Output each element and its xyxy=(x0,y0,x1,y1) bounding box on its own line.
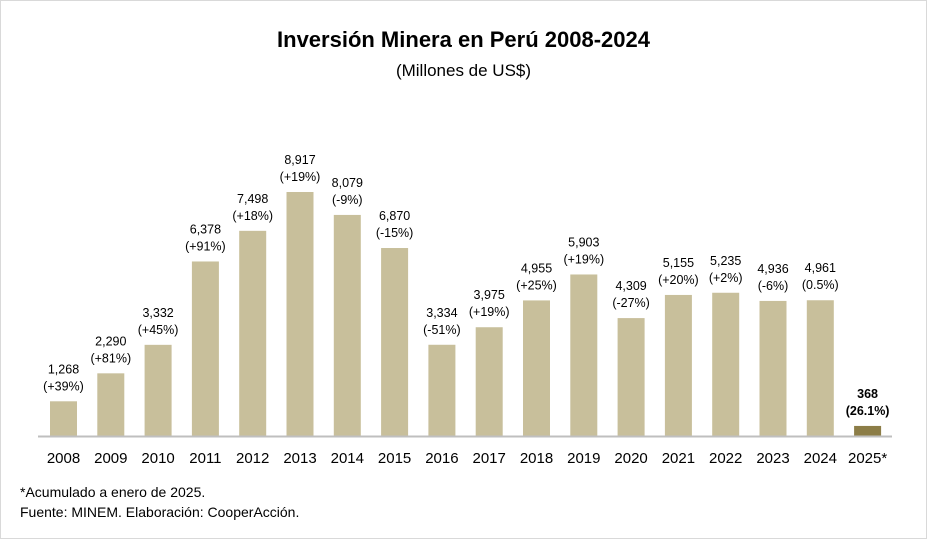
change-label-2020: (-27%) xyxy=(612,296,650,310)
change-label-2022: (+2%) xyxy=(709,271,743,285)
bar-2015 xyxy=(381,248,409,436)
value-label-2008: 1,268 xyxy=(48,362,79,376)
footnote-source: Fuente: MINEM. Elaboración: CooperAcción… xyxy=(20,504,300,520)
value-label-2024: 4,961 xyxy=(805,261,836,275)
change-label-2012: (+18%) xyxy=(232,209,273,223)
value-label-2018: 4,955 xyxy=(521,261,552,275)
x-tick-2011: 2011 xyxy=(189,450,221,467)
value-label-2010: 3,332 xyxy=(142,306,173,320)
value-label-2014: 8,079 xyxy=(332,176,363,190)
value-label-2023: 4,936 xyxy=(757,262,788,276)
x-tick-2014: 2014 xyxy=(331,450,364,467)
change-label-2018: (+25%) xyxy=(516,278,557,292)
value-label-2011: 6,378 xyxy=(190,222,221,236)
value-label-2022: 5,235 xyxy=(710,254,741,268)
change-label-2023: (-6%) xyxy=(758,279,789,293)
bar-2014 xyxy=(333,214,361,436)
change-label-2024: (0.5%) xyxy=(802,278,839,292)
change-label-2014: (-9%) xyxy=(332,193,363,207)
value-label-2025*: 368 xyxy=(857,387,878,401)
x-tick-2010: 2010 xyxy=(141,450,174,467)
x-tick-2024: 2024 xyxy=(804,450,837,467)
change-label-2019: (+19%) xyxy=(563,252,604,266)
bar-2023 xyxy=(759,300,787,436)
change-label-2016: (-51%) xyxy=(423,323,461,337)
value-label-2012: 7,498 xyxy=(237,192,268,206)
bar-2010 xyxy=(144,344,172,436)
bar-2018 xyxy=(523,300,550,436)
x-tick-2015: 2015 xyxy=(378,450,411,467)
bar-2024 xyxy=(806,300,834,436)
value-label-2009: 2,290 xyxy=(95,334,126,348)
value-label-2020: 4,309 xyxy=(615,279,646,293)
change-label-2025*: (26.1%) xyxy=(846,404,890,418)
bar-2009 xyxy=(97,373,125,436)
x-tick-2017: 2017 xyxy=(473,450,506,467)
chart-subtitle: (Millones de US$) xyxy=(395,61,532,80)
value-label-2015: 6,870 xyxy=(379,209,410,223)
bar-2021 xyxy=(664,294,692,436)
chart-title: Inversión Minera en Perú 2008-2024 xyxy=(277,27,650,52)
bar-2011 xyxy=(191,261,219,436)
change-label-2009: (+81%) xyxy=(90,351,131,365)
x-tick-2020: 2020 xyxy=(614,450,647,467)
x-tick-2013: 2013 xyxy=(283,450,316,467)
bar-2017 xyxy=(475,327,503,436)
value-label-2016: 3,334 xyxy=(426,306,457,320)
bar-2013 xyxy=(286,192,314,436)
value-label-2013: 8,917 xyxy=(284,153,315,167)
change-label-2017: (+19%) xyxy=(469,305,510,319)
x-tick-2021: 2021 xyxy=(662,450,695,467)
bar-2025* xyxy=(854,425,882,436)
x-tick-2012: 2012 xyxy=(236,450,269,467)
x-tick-2009: 2009 xyxy=(94,450,127,467)
x-tick-2018: 2018 xyxy=(520,450,553,467)
value-label-2021: 5,155 xyxy=(663,256,694,270)
x-tick-2008: 2008 xyxy=(47,450,80,467)
x-tick-2019: 2019 xyxy=(567,450,600,467)
bar-2008 xyxy=(50,401,77,436)
change-label-2008: (+39%) xyxy=(43,379,84,393)
bar-2016 xyxy=(428,344,456,436)
x-tick-2023: 2023 xyxy=(756,450,789,467)
value-label-2019: 5,903 xyxy=(568,235,599,249)
change-label-2013: (+19%) xyxy=(280,170,321,184)
footnote-note: *Acumulado a enero de 2025. xyxy=(20,484,206,500)
change-label-2015: (-15%) xyxy=(376,226,414,240)
x-tick-2016: 2016 xyxy=(425,450,458,467)
value-label-2017: 3,975 xyxy=(474,288,505,302)
bar-2022 xyxy=(712,292,740,436)
change-label-2010: (+45%) xyxy=(138,323,179,337)
x-tick-2022: 2022 xyxy=(709,450,742,467)
change-label-2021: (+20%) xyxy=(658,273,699,287)
change-label-2011: (+91%) xyxy=(185,239,226,253)
x-tick-2025*: 2025* xyxy=(848,450,887,467)
bar-2019 xyxy=(570,274,598,436)
bar-2012 xyxy=(239,230,267,436)
bar-2020 xyxy=(617,318,645,436)
